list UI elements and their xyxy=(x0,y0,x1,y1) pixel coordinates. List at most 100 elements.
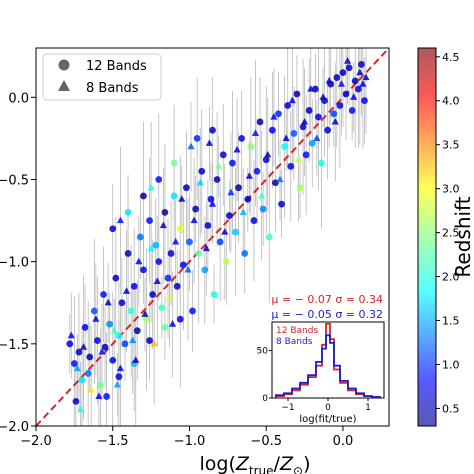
point-12-bands xyxy=(97,381,104,389)
point-12-bands xyxy=(315,113,322,121)
colorbar-tick-label: 2.0 xyxy=(442,271,460,284)
point-12-bands xyxy=(75,348,83,356)
point-8-bands xyxy=(202,244,210,252)
point-8-bands xyxy=(79,343,88,350)
legend-label-12-bands: 12 Bands xyxy=(86,59,147,74)
point-8-bands xyxy=(95,392,103,400)
y-tick-label: −0.5 xyxy=(0,173,29,188)
point-12-bands xyxy=(170,159,178,167)
axes-frame xyxy=(35,47,390,427)
point-12-bands xyxy=(176,315,184,323)
point-12-bands xyxy=(72,397,80,405)
y-tick-label: −2.0 xyxy=(0,420,29,435)
point-8-bands xyxy=(245,172,253,179)
inset-x-tick-label: 0 xyxy=(325,403,331,413)
stats-8-bands: μ = − 0.05 σ = 0.32 xyxy=(271,308,383,321)
point-12-bands xyxy=(136,233,144,241)
point-12-bands xyxy=(287,162,295,170)
point-12-bands xyxy=(167,250,175,257)
colorbar-tick-label: 4.0 xyxy=(442,95,460,108)
point-12-bands xyxy=(78,376,86,384)
point-8-bands xyxy=(147,244,155,252)
point-8-bands xyxy=(116,216,125,224)
point-12-bands xyxy=(155,258,163,266)
point-12-bands xyxy=(176,225,184,233)
point-12-bands xyxy=(127,307,135,315)
point-12-bands xyxy=(130,282,138,290)
colorbar-tick-label: 0.5 xyxy=(442,402,460,415)
point-12-bands xyxy=(299,123,307,131)
legend-label-8-bands: 8 Bands xyxy=(86,81,139,96)
point-12-bands xyxy=(241,250,249,257)
point-8-bands xyxy=(73,364,82,372)
point-12-bands xyxy=(109,356,117,364)
inset-y-ticks: 0 50 xyxy=(257,347,272,404)
point-8-bands xyxy=(288,96,296,104)
point-12-bands xyxy=(84,370,92,377)
point-8-bands xyxy=(116,364,125,372)
point-8-bands xyxy=(294,155,303,163)
point-8-bands xyxy=(205,139,214,146)
point-12-bands xyxy=(109,225,117,233)
point-8-bands xyxy=(113,380,121,388)
point-12-bands xyxy=(324,126,332,134)
x-tick-label: −1.0 xyxy=(174,434,206,449)
point-8-bands xyxy=(307,85,315,92)
point-8-bands xyxy=(132,356,140,363)
point-12-bands xyxy=(195,250,203,257)
point-12-bands xyxy=(146,337,153,344)
colorbar-gradient xyxy=(417,47,437,427)
point-12-bands xyxy=(361,97,368,104)
point-12-bands xyxy=(302,151,310,159)
point-8-bands xyxy=(208,200,217,207)
point-8-bands xyxy=(122,287,131,294)
x-tick-label: 0.0 xyxy=(333,434,354,449)
inset-legend-8-bands: 8 Bands xyxy=(276,337,313,347)
point-12-bands xyxy=(112,274,120,282)
point-8-bands xyxy=(190,216,198,224)
point-12-bands xyxy=(204,222,212,229)
point-12-bands xyxy=(213,176,221,183)
point-8-bands xyxy=(141,310,149,317)
point-12-bands xyxy=(101,343,109,351)
x-tick-label: −1.5 xyxy=(97,434,129,449)
point-8-bands xyxy=(356,68,364,76)
point-12-bands xyxy=(143,315,150,323)
legend: 12 Bands 8 Bands xyxy=(42,53,162,101)
point-12-bands xyxy=(207,195,215,203)
inset-y-tick-label: 0 xyxy=(262,394,268,404)
point-12-bands xyxy=(81,323,89,331)
x-axis-label-z2: Z xyxy=(279,453,294,474)
point-8-bands xyxy=(135,257,143,265)
point-8-bands xyxy=(104,298,112,306)
point-12-bands xyxy=(296,184,304,192)
point-8-bands xyxy=(129,336,137,344)
colorbar-tick-label: 3.0 xyxy=(442,183,460,196)
point-8-bands xyxy=(110,326,118,334)
x-tick-label: −2.0 xyxy=(20,434,52,449)
point-8-bands xyxy=(172,237,180,245)
point-12-bands xyxy=(256,118,264,126)
x-axis-label-close: ) xyxy=(303,453,310,474)
point-12-bands xyxy=(124,208,132,216)
point-12-bands xyxy=(308,139,316,147)
point-12-bands xyxy=(161,208,169,216)
point-12-bands xyxy=(281,143,289,151)
inset-x-tick-label: −1 xyxy=(281,403,294,413)
point-12-bands xyxy=(124,250,132,257)
legend-frame xyxy=(42,53,162,101)
point-12-bands xyxy=(232,228,239,236)
point-12-bands xyxy=(348,107,356,114)
point-8-bands xyxy=(178,195,186,202)
x-axis-label-z1: Z xyxy=(235,453,250,474)
inset-legend-12-bands: 12 Bands xyxy=(276,326,318,336)
point-12-bands xyxy=(209,126,216,134)
point-8-bands xyxy=(87,385,95,393)
point-12-bands xyxy=(183,184,190,192)
point-12-bands xyxy=(357,61,365,68)
point-12-bands xyxy=(140,266,147,274)
point-12-bands xyxy=(235,184,242,192)
point-12-bands xyxy=(259,205,267,213)
point-8-bands xyxy=(184,265,192,273)
point-12-bands xyxy=(284,102,292,109)
